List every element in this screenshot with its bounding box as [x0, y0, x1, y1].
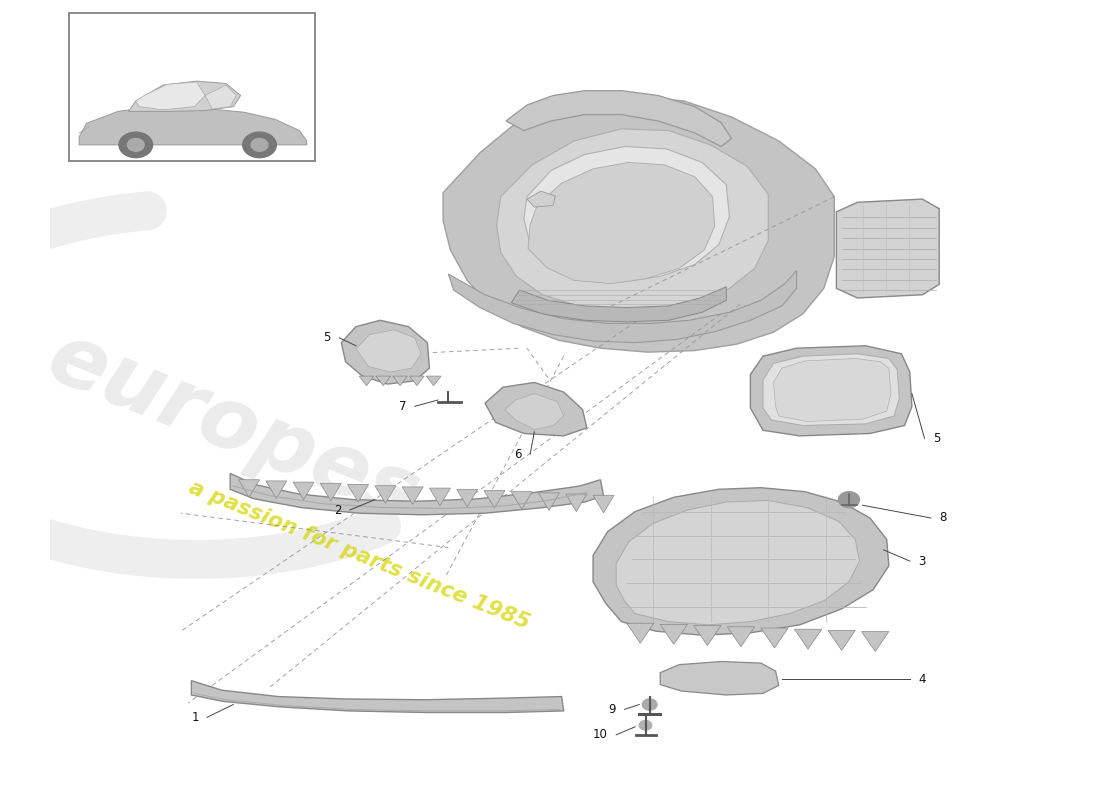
Polygon shape: [593, 488, 889, 635]
Polygon shape: [527, 191, 556, 207]
Polygon shape: [763, 354, 900, 426]
Polygon shape: [443, 95, 834, 352]
Text: 8: 8: [939, 511, 947, 525]
Polygon shape: [129, 81, 241, 111]
Polygon shape: [616, 501, 859, 625]
Polygon shape: [660, 625, 688, 644]
Text: 9: 9: [608, 703, 616, 716]
Polygon shape: [375, 486, 396, 503]
Circle shape: [639, 721, 652, 730]
Polygon shape: [828, 630, 856, 650]
Polygon shape: [393, 376, 407, 386]
Bar: [68, 14, 315, 161]
Polygon shape: [496, 129, 768, 312]
Polygon shape: [505, 394, 563, 430]
Polygon shape: [239, 480, 260, 498]
Polygon shape: [320, 483, 341, 501]
Text: 2: 2: [333, 503, 341, 517]
Text: 4: 4: [918, 673, 926, 686]
Polygon shape: [266, 481, 287, 498]
Polygon shape: [593, 495, 614, 513]
Polygon shape: [836, 199, 939, 298]
Polygon shape: [230, 474, 604, 515]
Polygon shape: [348, 485, 369, 502]
Polygon shape: [727, 627, 755, 646]
Polygon shape: [524, 146, 729, 282]
Polygon shape: [694, 626, 720, 646]
Polygon shape: [293, 482, 315, 500]
Polygon shape: [376, 376, 390, 386]
Text: 6: 6: [514, 448, 521, 461]
Polygon shape: [484, 490, 505, 508]
Polygon shape: [485, 382, 586, 436]
Polygon shape: [456, 490, 477, 507]
Polygon shape: [449, 271, 796, 342]
Polygon shape: [191, 681, 563, 713]
Polygon shape: [427, 376, 441, 386]
Polygon shape: [429, 488, 450, 506]
Circle shape: [128, 138, 144, 151]
Polygon shape: [528, 162, 715, 284]
Polygon shape: [341, 320, 429, 384]
Circle shape: [119, 132, 153, 158]
Circle shape: [251, 138, 268, 151]
Text: 1: 1: [191, 710, 199, 724]
Polygon shape: [512, 286, 726, 322]
Polygon shape: [794, 630, 822, 649]
Text: 3: 3: [918, 554, 925, 567]
Polygon shape: [79, 106, 307, 145]
Polygon shape: [356, 330, 421, 372]
Polygon shape: [506, 90, 732, 146]
Circle shape: [642, 699, 657, 710]
Text: 5: 5: [933, 432, 940, 445]
Polygon shape: [750, 346, 912, 436]
Polygon shape: [761, 628, 789, 648]
Polygon shape: [205, 85, 236, 109]
Polygon shape: [409, 376, 425, 386]
Polygon shape: [565, 494, 586, 512]
Polygon shape: [403, 487, 424, 505]
Text: a passion for parts since 1985: a passion for parts since 1985: [186, 478, 532, 634]
Text: 10: 10: [593, 728, 608, 742]
Polygon shape: [861, 631, 889, 651]
Polygon shape: [135, 82, 205, 110]
Polygon shape: [539, 493, 560, 510]
Polygon shape: [360, 376, 374, 386]
Text: 5: 5: [323, 331, 331, 344]
Polygon shape: [512, 492, 532, 510]
Polygon shape: [660, 662, 779, 695]
Polygon shape: [773, 358, 891, 422]
Circle shape: [243, 132, 276, 158]
Text: europes: europes: [35, 316, 431, 540]
Circle shape: [838, 492, 859, 508]
Polygon shape: [627, 623, 653, 643]
Text: 7: 7: [399, 400, 406, 413]
